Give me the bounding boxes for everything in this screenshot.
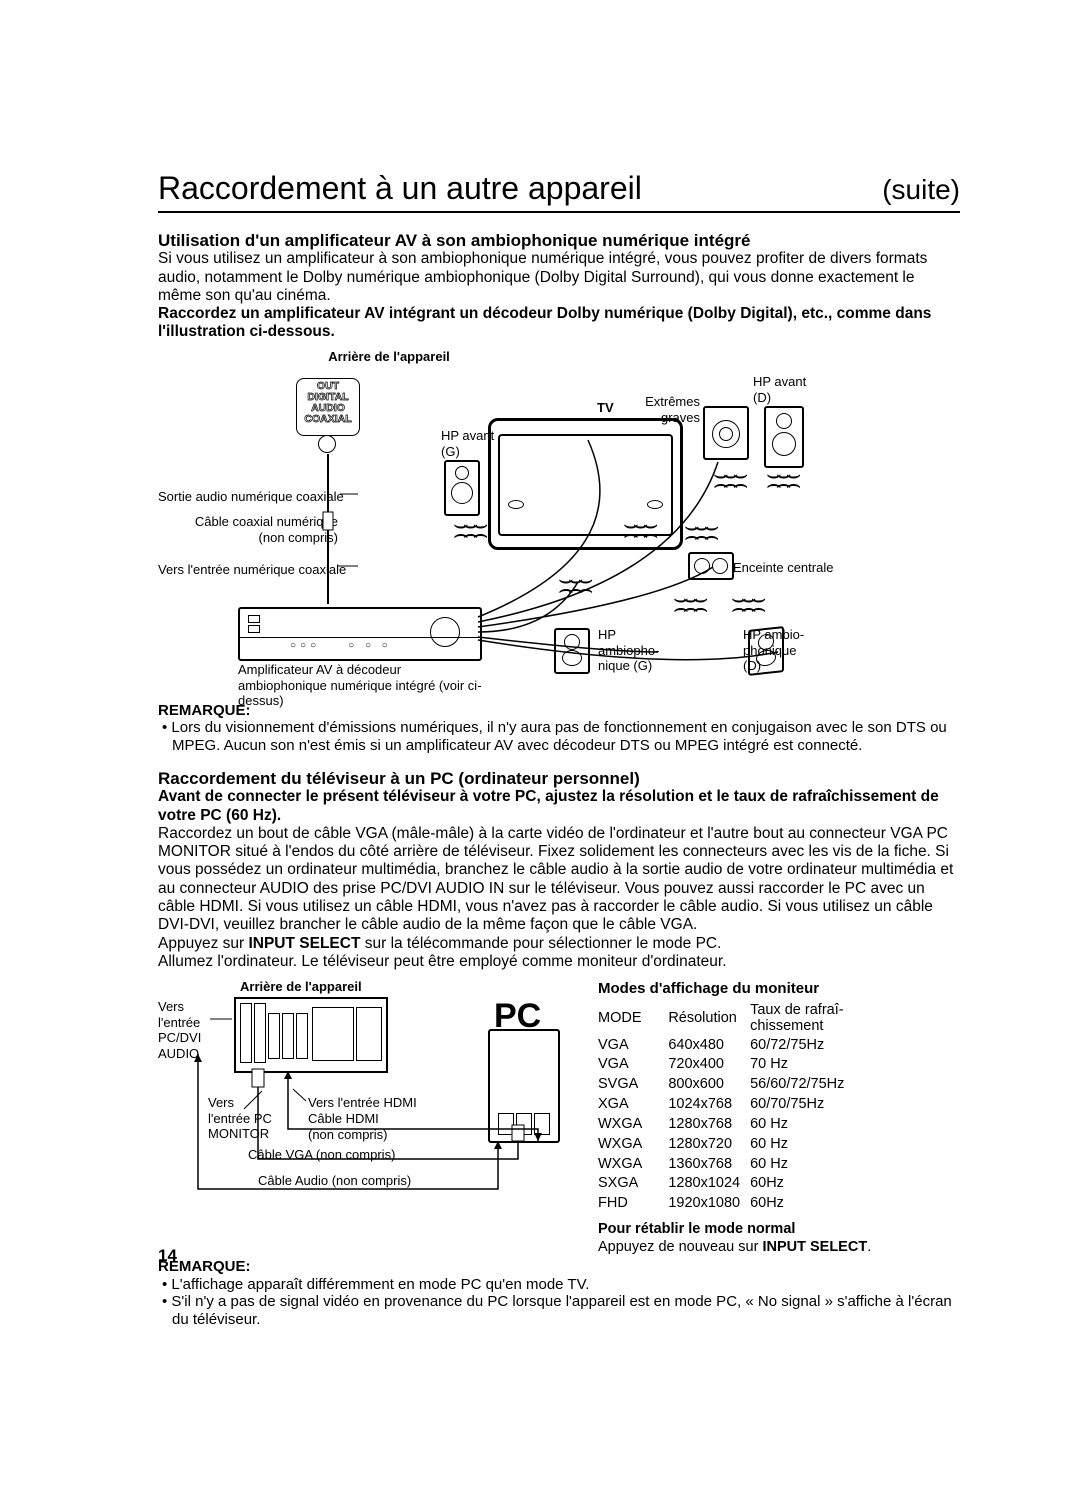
waves-icon: ⌣⌣⌣⌢⌢⌢ [684,522,713,541]
surr-l-label: HP ambiopho-nique (G) [598,627,678,674]
waves-icon: ⌣⌣⌣⌢⌢⌢ [673,594,702,613]
front-l-label: HP avant (G) [441,428,501,459]
front-r-speaker-icon [764,406,804,468]
table-row: WXGA1280x72060 Hz [598,1135,854,1155]
remarque2-bullet2: • S'il n'y a pas de signal vidéo en prov… [158,1293,960,1328]
tv-label: TV [597,400,614,416]
modes-table: MODE Résolution Taux de rafraî-chissemen… [598,1003,854,1214]
pc-bold: Avant de connecter le présent téléviseur… [158,788,960,825]
amp-icon: ○○○ ○ ○ ○ [238,607,482,661]
center-speaker-icon [688,552,734,580]
front-l-speaker-icon [444,460,480,516]
waves-icon: ⌣⌣⌣⌢⌢⌢ [731,594,760,613]
table-row: WXGA1360x76860 Hz [598,1155,854,1175]
remarque2-bullet1: • L'affichage apparaît différemment en m… [158,1276,960,1294]
restore-body: Appuyez de nouveau sur INPUT SELECT. [598,1239,871,1256]
surr-l-speaker-icon [554,628,590,674]
table-row: WXGA1280x76860 Hz [598,1115,854,1135]
sub-label: Extrêmes graves [640,394,700,425]
table-row: VGA640x48060/72/75Hz [598,1036,854,1056]
surr-r-speaker-icon [748,626,784,676]
tv-icon [488,418,683,550]
col-res: Résolution [668,1003,750,1036]
av-diagram: OUT DIGITAL AUDIO COAXIAL Sortie audio n… [158,372,948,692]
continued-label: (suite) [882,174,960,206]
av-amp-bold: Raccordez un amplificateur AV intégrant … [158,305,960,342]
table-row: FHD1920x108060Hz [598,1194,854,1214]
av-amp-heading: Utilisation d'un amplificateur AV à son … [158,231,960,251]
pc-diagram: Arrière de l'appareil Vers l'entrée PC/D… [158,979,578,1219]
remarque2-title: REMARQUE: [158,1258,960,1275]
manual-page: Raccordement à un autre appareil (suite)… [0,0,1080,1488]
diagram1-title: Arrière de l'appareil [328,349,450,364]
modes-column: Modes d'affichage du moniteur MODE Résol… [598,979,871,1256]
waves-icon: ⌣⌣⌣⌢⌢⌢ [558,575,587,594]
pc-para: Raccordez un bout de câble VGA (mâle-mâl… [158,825,960,935]
col-mode: MODE [598,1003,668,1036]
remarque1-bullet: • Lors du visionnement d'émissions numér… [158,719,960,754]
page-title: Raccordement à un autre appareil [158,170,642,207]
diagram2-lines [158,979,578,1219]
waves-icon: ⌣⌣⌣⌢⌢⌢ [623,520,652,539]
subwoofer-icon [703,406,749,460]
pc-input-line: Appuyez sur INPUT SELECT sur la télécomm… [158,935,960,953]
pc-heading: Raccordement du téléviseur à un PC (ordi… [158,769,960,789]
page-number: 14 [158,1246,177,1266]
table-row: SXGA1280x102460Hz [598,1174,854,1194]
center-label: Enceinte centrale [733,560,833,576]
waves-icon: ⌣⌣⌣⌢⌢⌢ [713,470,742,489]
title-row: Raccordement à un autre appareil (suite) [158,170,960,213]
table-row: SVGA800x60056/60/72/75Hz [598,1075,854,1095]
front-r-label: HP avant (D) [753,374,813,405]
table-row: VGA720x40070 Hz [598,1055,854,1075]
waves-icon: ⌣⌣⌣⌢⌢⌢ [766,470,795,489]
table-header-row: MODE Résolution Taux de rafraî-chissemen… [598,1003,854,1036]
av-amp-para: Si vous utilisez un amplificateur à son … [158,250,960,305]
pc-turnon: Allumez l'ordinateur. Le téléviseur peut… [158,953,960,971]
col-refresh: Taux de rafraî-chissement [750,1003,854,1036]
waves-icon: ⌣⌣⌣⌢⌢⌢ [453,520,482,539]
table-row: XGA1024x76860/70/75Hz [598,1095,854,1115]
modes-title: Modes d'affichage du moniteur [598,979,871,999]
restore-title: Pour rétablir le mode normal [598,1220,871,1239]
